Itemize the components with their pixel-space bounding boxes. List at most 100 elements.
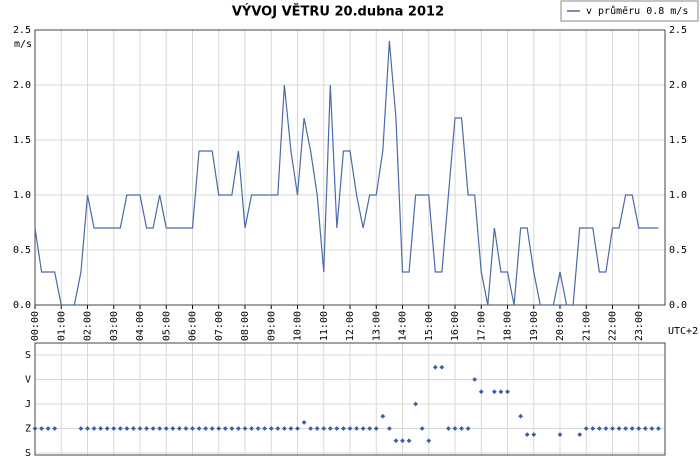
x-tick-label: 18:00 [503,311,514,341]
x-tick-label: 11:00 [319,311,330,341]
direction-point [596,426,602,431]
direction-point [262,426,268,431]
direction-point [163,426,169,431]
x-tick-label: 16:00 [450,311,461,341]
direction-point [367,426,373,431]
direction-point [229,426,235,431]
direction-point [610,426,615,431]
x-tick-label: 09:00 [266,311,277,341]
direction-point [623,426,629,431]
direction-point [446,426,451,431]
direction-point [393,438,399,444]
direction-point [603,426,609,431]
y-tick-label: S [25,448,31,459]
direction-point [524,432,530,438]
direction-point [327,426,333,431]
direction-point [308,426,314,431]
direction-point [117,426,123,431]
direction-point [616,426,622,431]
direction-point [629,426,635,431]
x-tick-label: 19:00 [529,311,540,341]
direction-point [196,426,202,431]
y-axis-label: m/s [14,39,32,50]
x-tick-label: 02:00 [83,311,94,341]
direction-point [590,426,596,431]
x-tick-label: 01:00 [56,311,67,341]
x-tick-label: 04:00 [135,311,146,341]
direction-point [98,426,104,431]
x-tick-label: 14:00 [398,311,409,341]
y-tick-label-right: 0.5 [669,245,687,256]
direction-point [85,426,90,431]
direction-point [419,426,425,431]
legend-label: v průměru 0.8 m/s [586,5,688,17]
y-tick-label-right: 1.5 [669,135,687,146]
direction-point [78,426,84,431]
direction-point [314,426,320,431]
x-tick-label: 07:00 [214,311,225,341]
x-axis-label: UTC+2 [668,326,698,337]
x-tick-label: 08:00 [240,311,251,341]
direction-point [301,419,307,425]
y-tick-label: 1.5 [13,135,31,146]
x-tick-label: 17:00 [476,311,487,341]
direction-point [400,438,405,444]
direction-point [222,426,228,431]
y-tick-label: J [25,399,31,410]
line-series [34,40,659,306]
direction-point [91,426,97,431]
x-tick-label: 03:00 [109,311,120,341]
y-tick-label: S [25,350,31,361]
direction-point [465,426,471,431]
direction-point [150,426,156,431]
direction-point [649,426,655,431]
x-tick-label: 15:00 [424,311,435,341]
x-tick-label: 23:00 [634,311,645,341]
direction-point [642,426,648,431]
direction-point [577,432,583,438]
y-tick-label-right: 1.0 [669,190,687,201]
x-tick-label: 05:00 [161,311,172,341]
direction-point [491,389,497,395]
y-tick-label: 0.0 [13,300,31,311]
direction-point [406,438,412,444]
direction-point [439,364,445,370]
direction-point [255,426,261,431]
direction-point [144,426,149,431]
direction-point [111,426,117,431]
direction-point [531,432,537,438]
direction-point [45,426,51,431]
y-tick-label-right: 2.5 [669,25,687,36]
direction-point [170,426,176,431]
chart-title: VÝVOJ VĚTRU 20.dubna 2012 [232,4,444,20]
direction-point [52,426,58,431]
x-tick-label: 20:00 [555,311,566,341]
plot-frame [34,29,666,306]
direction-point [360,426,366,431]
direction-point [281,426,287,431]
direction-point [478,389,484,395]
direction-point [190,426,195,431]
direction-point [131,426,136,431]
direction-point [288,426,294,431]
x-tick-label: 06:00 [188,311,199,341]
direction-point [583,426,589,431]
direction-point [32,426,38,431]
direction-point [498,389,504,395]
y-tick-label: 0.5 [13,245,31,256]
direction-point [347,426,353,431]
y-tick-label: V [25,375,31,386]
legend-box [560,0,699,22]
direction-point [373,426,379,431]
x-tick-label: 00:00 [30,311,41,341]
x-tick-label: 10:00 [293,311,304,341]
plot-frame [34,342,666,456]
y-tick-label: 2.5 [13,25,31,36]
direction-point [236,426,241,431]
direction-point [295,426,300,431]
direction-point [505,389,510,395]
x-tick-label: 21:00 [581,311,592,341]
direction-point [413,401,419,407]
direction-point [432,364,438,370]
